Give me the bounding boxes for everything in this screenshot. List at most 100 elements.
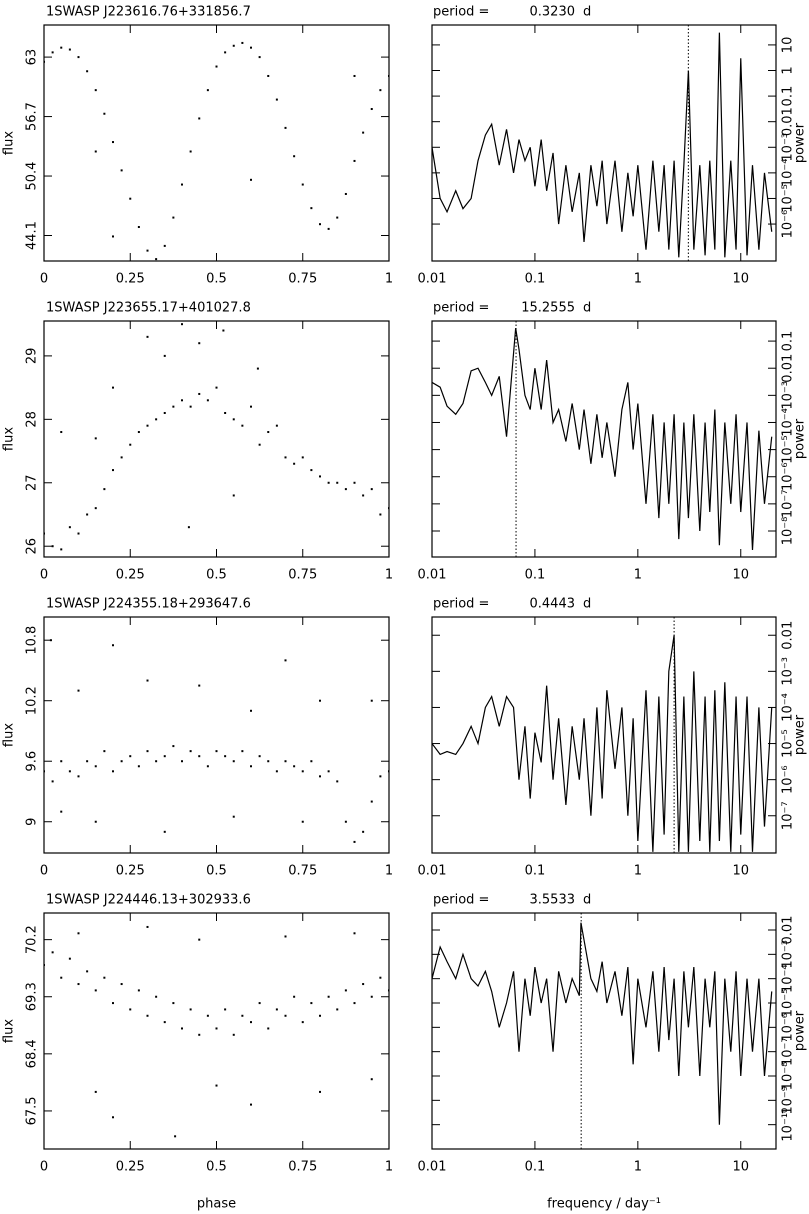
data-point bbox=[362, 131, 365, 134]
data-point bbox=[137, 989, 140, 992]
y-tick-label: 10⁻⁴ bbox=[781, 693, 796, 722]
y-tick-label: 10⁻³ bbox=[781, 133, 796, 162]
data-point bbox=[86, 513, 89, 516]
y-tick-label: 10⁻¹⁰ bbox=[781, 1108, 796, 1142]
data-point bbox=[51, 951, 54, 954]
y-tick-label: 10.2 bbox=[25, 686, 40, 715]
data-point bbox=[275, 98, 278, 101]
data-point bbox=[224, 755, 227, 758]
data-point bbox=[94, 437, 97, 440]
data-point bbox=[370, 108, 373, 111]
data-point bbox=[181, 1027, 183, 1030]
chart-title: 1SWASP J224355.18+293647.6 bbox=[46, 597, 251, 612]
data-point bbox=[310, 760, 313, 763]
data-point bbox=[250, 46, 252, 49]
data-point bbox=[94, 89, 97, 92]
data-point bbox=[336, 1008, 339, 1011]
period-prefix: period = bbox=[433, 597, 489, 612]
data-point bbox=[60, 810, 63, 813]
x-tick-label: 1 bbox=[634, 272, 642, 287]
data-point bbox=[137, 431, 140, 434]
y-tick-label: 10⁻³ bbox=[781, 940, 796, 969]
data-point bbox=[155, 995, 158, 998]
data-point bbox=[60, 431, 63, 434]
x-tick-label: 1 bbox=[385, 272, 393, 287]
y-tick-label: 9.6 bbox=[25, 751, 40, 772]
y-tick-label: 56.7 bbox=[25, 102, 40, 131]
plot-frame bbox=[431, 320, 777, 558]
data-point bbox=[206, 399, 209, 402]
data-point bbox=[241, 750, 244, 753]
data-point bbox=[94, 989, 97, 992]
period-prefix: period = bbox=[433, 5, 489, 20]
x-tick-label: 0.1 bbox=[525, 568, 546, 583]
x-tick-label: 10 bbox=[732, 1160, 749, 1175]
data-point bbox=[353, 159, 356, 162]
data-point bbox=[336, 481, 339, 484]
data-point bbox=[293, 995, 296, 998]
y-tick-label: 0.1 bbox=[781, 331, 796, 352]
x-tick-label: 0.1 bbox=[525, 1160, 546, 1175]
y-axis-label: flux bbox=[2, 723, 17, 747]
x-tick-label: 0.01 bbox=[418, 272, 447, 287]
data-point bbox=[198, 342, 201, 345]
data-point bbox=[137, 226, 140, 229]
data-point bbox=[77, 932, 80, 935]
data-point bbox=[336, 216, 339, 219]
y-tick-label: 70.2 bbox=[25, 925, 40, 954]
data-point bbox=[163, 830, 166, 833]
data-point bbox=[284, 659, 287, 662]
data-point bbox=[77, 689, 80, 692]
data-point bbox=[232, 418, 235, 421]
data-point bbox=[163, 354, 166, 357]
data-point bbox=[77, 775, 80, 778]
plot-frame bbox=[43, 24, 390, 262]
data-point bbox=[224, 411, 227, 414]
plot-area bbox=[44, 323, 389, 551]
x-tick-label: 0.01 bbox=[418, 864, 447, 879]
data-point bbox=[258, 56, 261, 59]
data-point bbox=[68, 48, 71, 51]
data-point bbox=[370, 800, 373, 803]
plot-frame bbox=[43, 616, 390, 854]
data-point bbox=[267, 1027, 270, 1030]
y-tick-label: 69.3 bbox=[25, 982, 40, 1011]
data-point bbox=[112, 1116, 114, 1119]
period-prefix: period = bbox=[433, 301, 489, 316]
data-point bbox=[60, 976, 63, 979]
x-tick-label: 0 bbox=[40, 864, 48, 879]
x-tick-label: 10 bbox=[732, 864, 749, 879]
data-point bbox=[198, 392, 201, 395]
y-axis-label: power bbox=[793, 418, 808, 459]
data-point bbox=[232, 44, 235, 47]
period-unit: d bbox=[583, 597, 591, 612]
x-tick-label: 0.75 bbox=[288, 864, 317, 879]
y-tick-label: 29 bbox=[25, 348, 40, 365]
data-point bbox=[51, 51, 54, 54]
data-point bbox=[146, 679, 149, 682]
power-line bbox=[432, 922, 773, 1125]
data-point bbox=[112, 141, 114, 144]
data-point bbox=[284, 126, 287, 129]
data-point bbox=[103, 976, 106, 979]
plot-frame bbox=[431, 912, 777, 1150]
data-point bbox=[174, 1135, 177, 1138]
y-tick-label: 26 bbox=[25, 538, 40, 555]
plot-frame bbox=[431, 616, 777, 854]
data-point bbox=[189, 1008, 192, 1011]
data-point bbox=[258, 443, 261, 446]
data-point bbox=[267, 74, 270, 77]
data-point bbox=[181, 183, 183, 186]
data-point bbox=[112, 1002, 114, 1005]
data-point bbox=[258, 755, 261, 758]
y-tick-label: 10⁻³ bbox=[781, 381, 796, 410]
x-tick-label: 0.25 bbox=[116, 864, 145, 879]
data-point bbox=[146, 424, 149, 427]
data-point bbox=[129, 197, 132, 200]
data-point bbox=[379, 513, 382, 516]
data-point bbox=[215, 386, 218, 389]
x-tick-label: 0.5 bbox=[206, 272, 227, 287]
data-point bbox=[327, 770, 330, 773]
data-point bbox=[379, 976, 382, 979]
